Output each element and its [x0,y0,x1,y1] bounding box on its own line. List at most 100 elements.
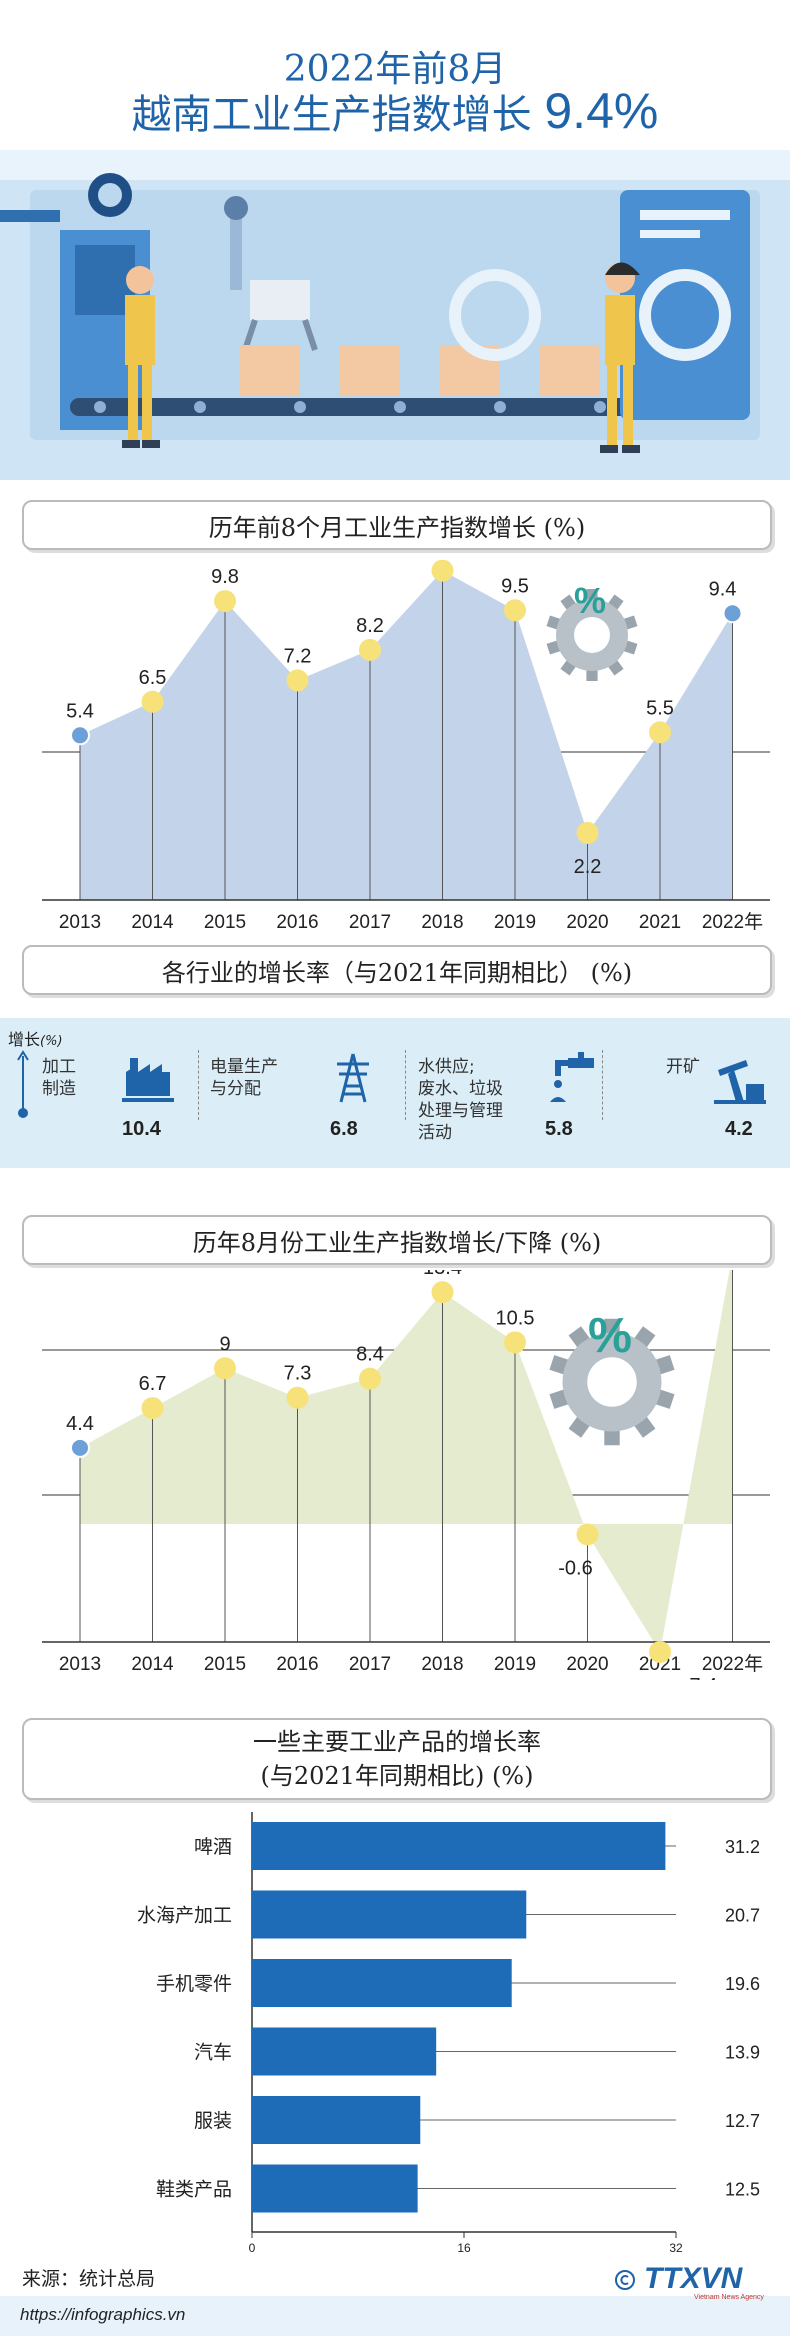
bar [252,2027,437,2076]
data-label: 8.2 [356,615,384,637]
category-label: 水海产加工 [137,1905,232,1927]
data-point [214,590,236,613]
data-label: 5.5 [646,697,674,719]
category-label: 啤酒 [194,1836,232,1858]
data-point [141,690,164,713]
x-tick-label: 2013 [59,1654,101,1675]
sector-label: 水供应; 废水、垃圾 处理与管理 活动 [418,1057,503,1143]
chart-area-8months: 2013 2014 2015 2016 2017 2018 2019 2020 2021 2022… [42,560,770,933]
sector-divider [602,1050,603,1120]
x-tick-label: 2014 [131,1654,174,1675]
ttxvn-logo: TTXVN Vietnam News Agency [614,2262,774,2302]
section1-title: 历年前8个月工业生产指数增长 (%) [22,500,772,550]
section2-title: 各行业的增长率（与2021年同期相比） (%) [22,945,772,995]
section4-title-line1: 一些主要工业产品的增长率 [253,1728,541,1756]
data-label: 7.2 [284,645,312,667]
source-text: 来源：统计总局 [22,2268,156,2290]
data-label: 7.3 [284,1363,312,1385]
x-tick-label: 2015 [204,912,246,933]
section4-title: 一些主要工业产品的增长率 (与2021年同期相比) (%) [22,1718,772,1800]
percent-gear-icon [546,589,638,681]
data-point [141,1397,164,1420]
bar-value-label: 20.7 [725,1906,760,1926]
x-tick-label: 32 [669,2241,683,2252]
data-point [576,821,599,844]
series-area [80,570,733,900]
sector-band [0,1018,790,1168]
data-label: 9 [219,1333,230,1355]
bar-value-label: 13.9 [725,2043,760,2063]
x-tick-label: 2018 [421,912,463,933]
percent-symbol: % [588,1308,632,1363]
data-label: 6.7 [139,1373,167,1395]
section4-title-line2: (与2021年同期相比) (%) [260,1762,534,1790]
x-tick-label: 2018 [421,1654,463,1675]
data-label: -7.4 [683,1675,717,1680]
x-tick-label: 2015 [204,1654,246,1675]
x-tick-label: 2020 [566,912,608,933]
x-tick-label: 16 [457,2241,471,2252]
data-label: 10.5 [496,1307,535,1329]
x-tick-label: 2016 [276,912,318,933]
data-point [649,721,671,744]
data-point [431,560,454,582]
data-point [214,1357,236,1380]
data-point [576,1523,599,1546]
x-tick-label: 2022年 [702,911,763,933]
data-point [431,1281,454,1304]
data-label: 2.2 [574,856,602,878]
sector-divider [198,1050,199,1120]
category-label: 鞋类产品 [156,2179,232,2201]
x-tick-label: 0 [249,2241,256,2252]
axis-label-growth: 增长(%) [8,1026,63,1050]
oil-pump-icon [714,1060,766,1104]
x-tick-label: 2021 [639,912,681,933]
bar [252,1959,512,2007]
x-tick-label: 2021 [639,1654,681,1675]
bar-value-label: 31.2 [725,1837,760,1857]
data-point [70,725,90,746]
percent-symbol: % [574,580,606,621]
section3-title: 历年8月份工业生产指数增长/下降 (%) [22,1215,772,1265]
data-label: 6.5 [139,667,167,689]
x-tick-label: 2019 [494,912,536,933]
title-value: 9.4% [544,83,659,139]
x-tick-label: 2020 [566,1654,608,1675]
data-point [359,1367,381,1390]
data-point [504,599,526,622]
data-label: 8.4 [356,1344,384,1366]
x-tick-label: 2017 [349,912,391,933]
category-label: 手机零件 [156,1973,232,1995]
growth-label: 增长 [8,1030,41,1049]
sector-label: 加工 制造 [42,1057,76,1099]
sector-value: 6.8 [330,1118,358,1140]
sector-value: 10.4 [122,1118,161,1140]
data-label: 13.4 [423,1270,462,1279]
bar [252,2096,421,2144]
power-tower-icon [337,1053,369,1103]
data-label: -0.6 [558,1557,592,1579]
x-tick-label: 2019 [494,1654,536,1675]
logo-subtext: Vietnam News Agency [694,2294,764,2301]
logo-text: TTXVN [644,2262,743,2295]
bar-value-label: 19.6 [725,1974,760,1994]
growth-arrow-icon [17,1050,29,1118]
chart-bar-products: 啤酒 31.2 水海产加工 20.7 手机零件 19.6 汽车 13.9 服装 12.7 鞋类产品 1… [137,1812,760,2252]
sector-label: 开矿 [666,1057,700,1077]
bar-value-label: 12.5 [725,2180,760,2200]
footer-band [0,2296,790,2336]
data-label: 4.4 [66,1413,94,1435]
title-text: 越南工业生产指数增长 [131,92,532,138]
data-point [286,669,309,692]
data-point [722,603,743,624]
bar-value-label: 12.7 [725,2111,760,2131]
title-line1: 2022年前8月 [283,49,507,90]
x-tick-label: 2014 [131,912,174,933]
series-area [80,1270,733,1653]
growth-unit: (%) [40,1034,63,1049]
x-tick-label: 2017 [349,1654,391,1675]
title-line2: 越南工业生产指数增长 9.4% [0,82,790,140]
source-url[interactable]: https://infographics.vn [20,2305,186,2324]
sector-divider [405,1050,406,1120]
